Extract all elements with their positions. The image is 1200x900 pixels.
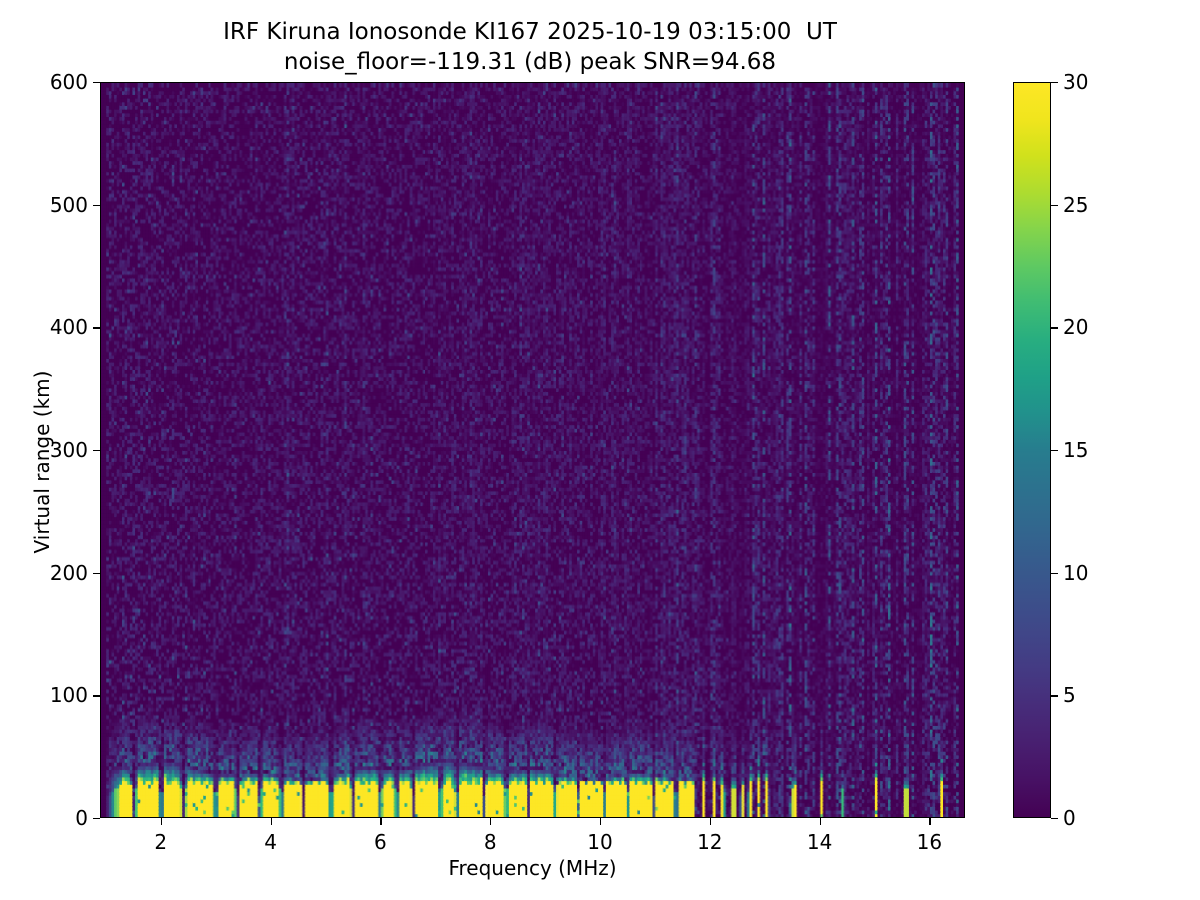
cbtick-label-25: 25 [1063,192,1089,217]
x-axis-label: Frequency (MHz) [448,856,617,880]
xtick-line-6 [380,818,382,825]
ytick-label-100: 100 [49,683,88,708]
cbtick-line-10 [1051,572,1058,574]
xtick-label-10: 10 [587,830,613,854]
ytick-line-0 [93,818,100,820]
xtick-line-12 [709,818,712,825]
xtick-label-14: 14 [806,830,833,854]
cbtick-line-5 [1051,695,1058,697]
plot-axes [100,82,965,818]
y-axis-label: Virtual range (km) [30,370,54,554]
xtick-label-2: 2 [154,830,168,854]
cbtick-label-15: 15 [1063,438,1089,462]
cbtick-line-0 [1051,818,1058,820]
cbtick-label-30: 30 [1063,70,1089,94]
xtick-line-4 [270,818,272,825]
xtick-label-4: 4 [264,830,277,854]
figure-title: IRF Kiruna Ionosonde KI167 2025-10-19 03… [0,18,1060,78]
xtick-line-10 [600,818,602,825]
cbtick-label-0: 0 [1063,806,1076,830]
snr-colorbar [1013,82,1051,818]
ytick-label-300: 300 [49,438,88,462]
ytick-line-400 [93,327,100,329]
cbtick-line-15 [1051,450,1058,452]
xtick-line-16 [929,818,931,825]
xtick-line-2 [160,818,163,825]
ytick-label-500: 500 [49,192,88,217]
xtick-label-12: 12 [697,830,723,854]
ytick-label-0: 0 [75,806,88,830]
ionogram-heatmap [101,83,964,817]
xtick-line-14 [819,818,821,825]
xtick-label-8: 8 [483,830,497,854]
title-line-1: IRF Kiruna Ionosonde KI167 2025-10-19 03… [223,19,837,45]
ytick-label-600: 600 [49,70,88,94]
xtick-line-8 [490,818,492,825]
ytick-line-500 [93,204,100,206]
cbtick-label-10: 10 [1063,560,1089,585]
ytick-line-600 [93,82,100,84]
ytick-label-200: 200 [49,560,88,585]
xtick-label-16: 16 [916,830,943,854]
cbtick-label-20: 20 [1063,315,1089,340]
cbtick-line-30 [1051,82,1058,84]
title-line-2: noise_floor=-119.31 (dB) peak SNR=94.68 [283,48,777,75]
cbtick-label-5: 5 [1063,683,1076,708]
xtick-label-6: 6 [374,830,387,854]
ytick-line-100 [93,695,100,697]
ytick-line-300 [93,450,100,452]
ytick-line-200 [93,572,100,574]
cbtick-line-20 [1051,327,1058,329]
ytick-label-400: 400 [49,315,88,340]
cbtick-line-25 [1051,204,1058,206]
